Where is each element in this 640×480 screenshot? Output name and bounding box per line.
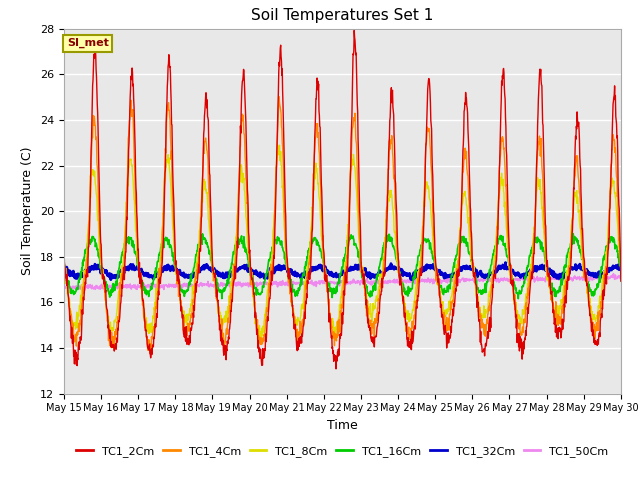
Text: SI_met: SI_met (67, 38, 109, 48)
Legend: TC1_2Cm, TC1_4Cm, TC1_8Cm, TC1_16Cm, TC1_32Cm, TC1_50Cm: TC1_2Cm, TC1_4Cm, TC1_8Cm, TC1_16Cm, TC1… (72, 441, 613, 461)
X-axis label: Time: Time (327, 419, 358, 432)
Y-axis label: Soil Temperature (C): Soil Temperature (C) (22, 147, 35, 276)
Title: Soil Temperatures Set 1: Soil Temperatures Set 1 (252, 9, 433, 24)
